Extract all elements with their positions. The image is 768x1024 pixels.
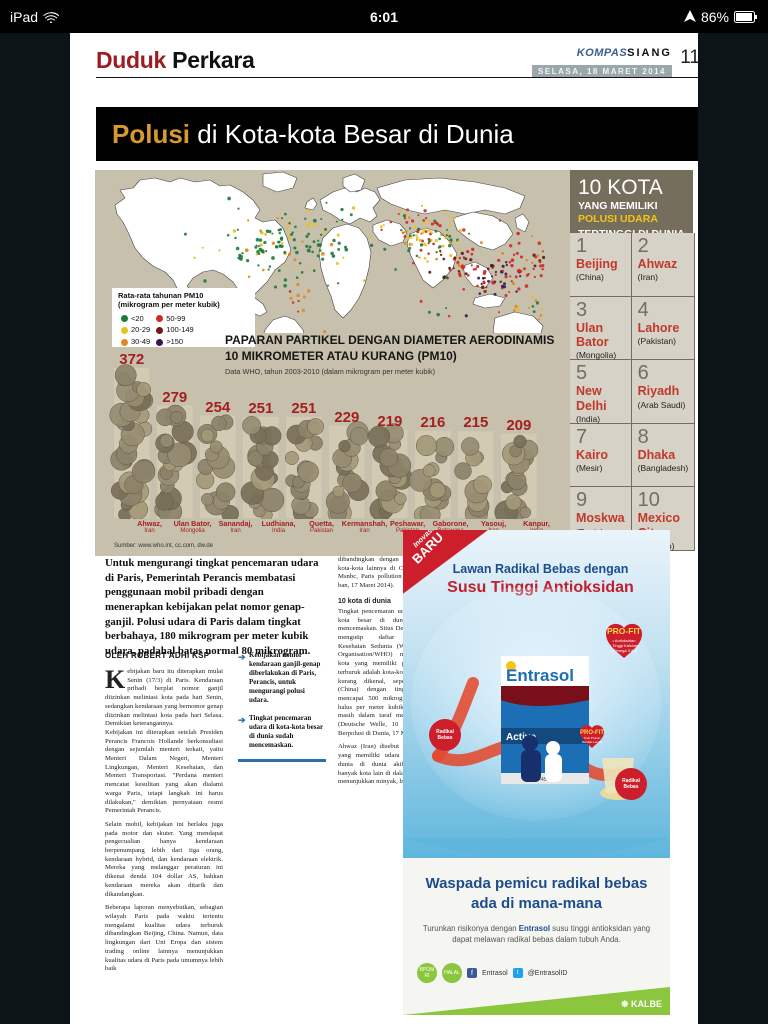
svg-text:• Omega 3 & 6: • Omega 3 & 6: [611, 648, 638, 653]
svg-text:Bebas: Bebas: [437, 735, 452, 741]
svg-text:Bebas: Bebas: [623, 784, 638, 790]
svg-text:Entrasol: Entrasol: [506, 666, 574, 685]
svg-text:PRO-FIT: PRO-FIT: [607, 626, 642, 636]
svg-text:Rendah Lemak: Rendah Lemak: [582, 740, 603, 744]
